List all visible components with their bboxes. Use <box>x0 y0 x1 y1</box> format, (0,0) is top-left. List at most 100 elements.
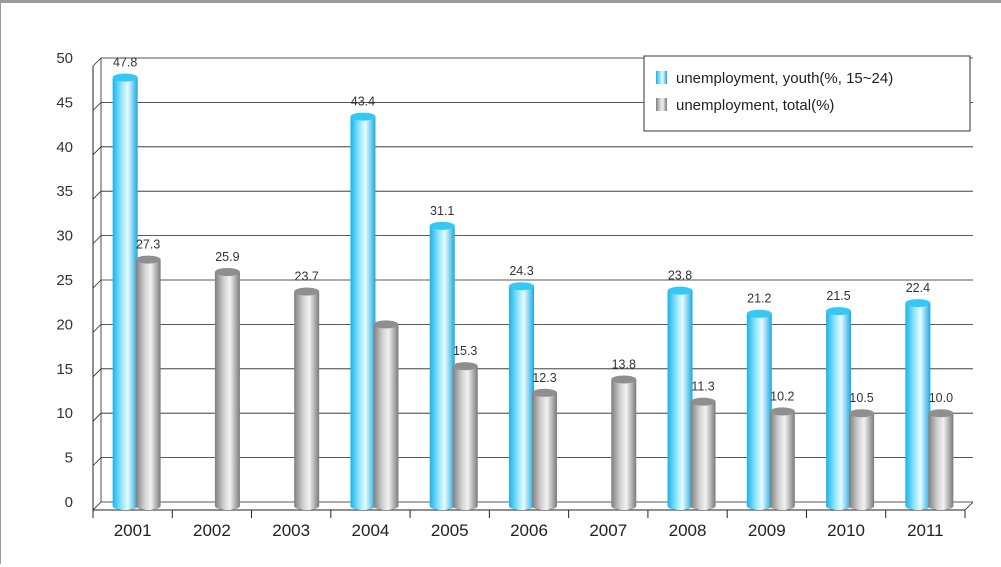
bar-body <box>214 272 240 506</box>
data-label: 25.9 <box>215 250 239 264</box>
bar-base <box>214 502 240 510</box>
legend-entry: unemployment, total(%) <box>656 97 834 114</box>
x-tick-label: 2004 <box>352 521 390 540</box>
bar-cap <box>928 409 954 418</box>
bar-cap <box>429 221 455 230</box>
gridline-depth <box>92 324 102 333</box>
y-tick-label: 25 <box>56 272 73 289</box>
bar-youth <box>667 286 693 510</box>
bar-cap <box>373 320 399 329</box>
data-label: 21.5 <box>826 289 850 303</box>
gridline-depth <box>92 57 102 67</box>
bar-cap <box>690 397 716 406</box>
bar-body <box>849 413 875 506</box>
bar-body <box>135 259 161 506</box>
data-label: 31.1 <box>430 204 454 218</box>
data-label: 43.4 <box>351 95 375 109</box>
bar-total <box>214 268 240 510</box>
data-label: 22.4 <box>906 281 930 295</box>
legend-label: unemployment, youth(%, 15~24) <box>676 70 893 87</box>
bar-total <box>611 375 637 510</box>
bar-youth <box>905 299 931 510</box>
data-label: 27.3 <box>136 238 160 252</box>
bar-body <box>532 392 557 506</box>
bar-body <box>112 77 138 506</box>
bar-base <box>667 502 693 510</box>
y-tick-label: 15 <box>56 361 73 378</box>
y-tick-label: 35 <box>56 183 73 200</box>
data-label: 21.2 <box>747 292 771 306</box>
x-tick-label: 2006 <box>510 521 548 540</box>
gridline-depth <box>92 102 102 111</box>
bar-body <box>429 225 455 506</box>
bars <box>112 73 954 510</box>
x-tick-label: 2002 <box>193 521 231 540</box>
bar-base <box>509 502 534 510</box>
bar-body <box>746 313 772 506</box>
bar-body <box>905 303 931 506</box>
bar-body <box>769 411 795 506</box>
gridline-depth <box>92 279 102 289</box>
legend-label: unemployment, total(%) <box>676 97 834 114</box>
bar-body <box>350 116 376 506</box>
bar-body <box>611 379 637 506</box>
bar-total <box>135 255 161 510</box>
bar-youth <box>826 307 852 510</box>
bar-cap <box>214 268 240 277</box>
bar-base <box>611 502 637 510</box>
bar-base <box>135 502 161 510</box>
x-tick-label: 2005 <box>431 521 469 540</box>
bar-base <box>532 502 557 510</box>
data-label: 23.8 <box>668 269 692 283</box>
bar-cap <box>667 286 693 295</box>
bar-total <box>452 362 478 510</box>
gridline-depth <box>92 412 102 422</box>
gridline-depth <box>92 457 102 466</box>
y-tick-label: 50 <box>56 50 73 67</box>
x-axis-depth <box>964 501 974 511</box>
bar-body <box>690 401 716 506</box>
bar-base <box>905 502 931 510</box>
x-tick-label: 2007 <box>589 521 627 540</box>
bar-cap <box>350 112 376 121</box>
bar-body <box>294 291 320 506</box>
x-tick-labels: 2001 2002 2003 2004 2005 2006 2007 2008 2009 2010… <box>114 521 944 540</box>
bar-total <box>373 320 399 510</box>
gridline-depth <box>92 190 102 200</box>
bar-total <box>294 287 320 510</box>
bar-cap <box>746 309 772 318</box>
bar-total <box>769 407 795 510</box>
y-tick-label: 20 <box>56 316 73 333</box>
y-tick-label: 0 <box>65 494 73 511</box>
data-label: 10.2 <box>770 389 794 403</box>
data-label: 23.7 <box>295 270 319 284</box>
bar-cap <box>509 282 534 291</box>
y-tick-label: 30 <box>56 228 73 245</box>
bar-base <box>826 502 852 510</box>
x-tick-label: 2009 <box>748 521 786 540</box>
bar-body <box>452 366 478 506</box>
legend-box <box>643 55 971 132</box>
bar-base <box>690 502 716 510</box>
bar-body <box>667 290 693 506</box>
bar-youth <box>429 221 455 510</box>
data-label: 24.3 <box>509 264 533 278</box>
gridline-depth <box>92 501 102 511</box>
bar-base <box>769 502 795 510</box>
gridline-depth <box>92 146 102 156</box>
bar-base <box>112 502 138 510</box>
bar-youth <box>746 309 772 510</box>
bar-cap <box>769 407 795 416</box>
y-tick-label: 5 <box>65 450 73 467</box>
bar-cap <box>826 307 852 316</box>
bar-body <box>928 413 954 506</box>
bar-cap <box>611 375 637 384</box>
data-label: 47.8 <box>113 56 137 70</box>
bar-base <box>452 502 478 510</box>
x-tick-label: 2008 <box>669 521 707 540</box>
x-tick-label: 2003 <box>272 521 310 540</box>
bar-cap <box>905 299 931 308</box>
bar-total <box>849 409 875 510</box>
y-tick-label: 45 <box>56 94 73 111</box>
